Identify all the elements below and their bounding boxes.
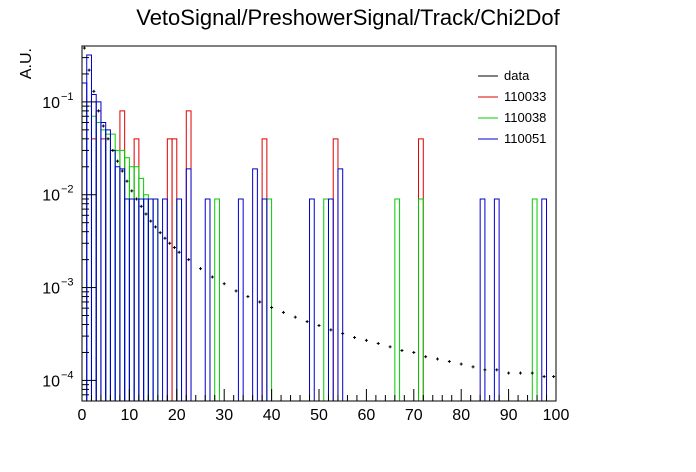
bar-110038-bin-71 (418, 198, 424, 401)
x-tick-label: 100 (543, 407, 570, 424)
y-tick-label: 10 (42, 188, 60, 205)
y-tick-label: 10 (42, 95, 60, 112)
bar-110051-bin-48 (309, 198, 315, 401)
bar-110051-bin-38 (261, 198, 268, 401)
bar-110038-bin-95 (531, 198, 538, 401)
legend-label-110033: 110033 (504, 89, 546, 104)
bar-110051-bin-52 (327, 198, 334, 401)
y-tick-label: 10 (42, 281, 60, 298)
bar-110051-bin-84 (479, 198, 486, 401)
x-tick-label: 80 (452, 407, 470, 424)
x-tick-label: 30 (215, 407, 233, 424)
bar-110051-bin-22 (185, 168, 192, 401)
series-data (82, 46, 556, 379)
series-110051 (81, 54, 548, 401)
bar-110051-bin-15 (152, 198, 159, 401)
bar-110051-bin-26 (204, 198, 211, 401)
x-tick-label: 90 (500, 407, 518, 424)
x-tick-label: 70 (405, 407, 423, 424)
y-axis: 10−410−310−210−1 (42, 45, 96, 402)
x-tick-label: 60 (358, 407, 376, 424)
y-axis-label: A.U. (18, 48, 35, 79)
series-layer (81, 46, 556, 401)
legend-label-data: data (504, 68, 530, 83)
bar-110051-bin-17 (162, 198, 168, 401)
legend-label-110051: 110051 (504, 131, 546, 146)
bar-110051-bin-97 (541, 198, 548, 401)
y-tick-label: 10 (42, 373, 60, 390)
bar-110051-bin-54 (337, 168, 344, 401)
bar-110051-bin-87 (493, 198, 500, 401)
x-axis: 0 10 20 30 40 50 60 70 80 90 100 (78, 389, 570, 424)
x-tick-label: 20 (168, 407, 186, 424)
bar-110038-bin-28 (214, 198, 220, 401)
y-tick-exponent: −4 (61, 369, 74, 381)
bar-110038-bin-66 (394, 198, 401, 401)
bar-110051-bin-36 (252, 168, 258, 401)
bar-110051-bin-33 (237, 198, 244, 401)
chart-title: VetoSignal/PreshowerSignal/Track/Chi2Dof (136, 5, 560, 30)
x-tick-label: 10 (121, 407, 139, 424)
y-tick-exponent: −2 (61, 184, 74, 196)
x-tick-label: 50 (310, 407, 328, 424)
y-tick-exponent: −1 (61, 91, 74, 103)
x-tick-label: 0 (78, 407, 87, 424)
bar-110051-bin-20 (176, 198, 183, 401)
x-tick-label: 40 (263, 407, 281, 424)
legend-label-110038: 110038 (504, 110, 546, 125)
legend: data 110033 110038 110051 (478, 68, 546, 146)
y-tick-exponent: −3 (61, 277, 74, 289)
